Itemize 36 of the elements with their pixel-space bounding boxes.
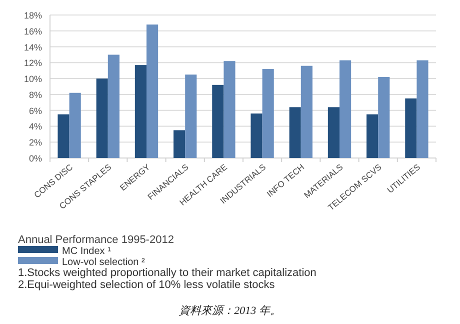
y-tick-label: 14% — [24, 42, 42, 52]
y-tick-label: 2% — [28, 138, 42, 148]
bar — [416, 60, 428, 158]
bar — [405, 98, 417, 158]
bar — [224, 61, 236, 158]
bar — [185, 74, 197, 158]
bar — [134, 65, 146, 158]
bar — [262, 69, 274, 158]
bar — [108, 54, 120, 158]
y-tick-label: 18% — [24, 10, 42, 20]
bar — [69, 92, 81, 158]
y-tick-label: 10% — [24, 74, 42, 84]
bar — [58, 114, 70, 158]
bar — [378, 76, 390, 158]
bar — [300, 66, 312, 158]
y-tick-label: 12% — [24, 58, 42, 68]
y-tick-label: 16% — [24, 26, 42, 36]
bar — [250, 114, 262, 158]
text: 2.Equi-weighted selection of 10% less volatile stocks — [18, 279, 276, 291]
bar — [146, 24, 158, 158]
bar — [212, 84, 224, 158]
bar — [96, 78, 108, 158]
text: 1.Stocks weighted proportionally to their market capitalization — [18, 267, 316, 279]
y-tick-label: 0% — [28, 154, 42, 164]
bar — [366, 114, 378, 158]
bar — [340, 60, 352, 158]
legend-label: MC Index ¹ — [62, 246, 112, 257]
bar — [328, 107, 340, 158]
legend-title: Annual Performance 1995-2012 — [18, 234, 174, 246]
bar — [174, 130, 186, 158]
y-tick-label: 4% — [28, 122, 42, 132]
source-note: 資料來源：2013 年。 — [179, 304, 281, 317]
y-tick-label: 6% — [28, 106, 42, 116]
legend-label: Low-vol selection ² — [62, 257, 146, 268]
y-tick-label: 8% — [28, 90, 42, 100]
bar — [289, 107, 301, 158]
